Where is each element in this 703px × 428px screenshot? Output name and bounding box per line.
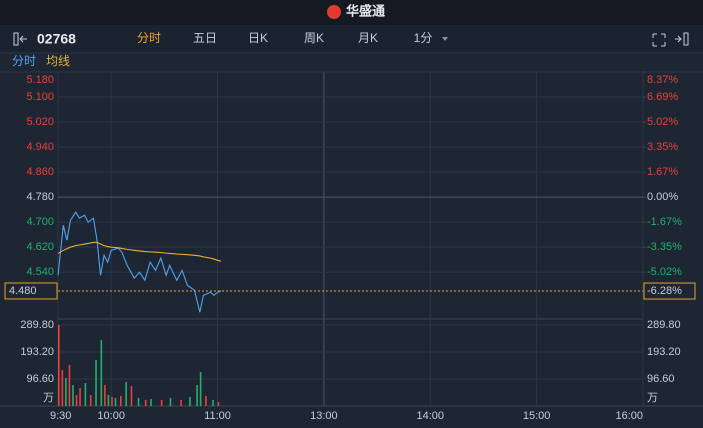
y-tick-label: 289.80 xyxy=(20,319,54,331)
y2-tick-label: 6.69% xyxy=(647,91,678,103)
y2-tick-label: 8.37% xyxy=(647,74,678,86)
tab[interactable]: 分时 xyxy=(137,31,161,45)
y2-tick-label: 3.35% xyxy=(647,141,678,153)
y2-tick-label: 96.60 xyxy=(647,373,675,385)
last-change-label: -6.28% xyxy=(647,285,682,297)
tab[interactable]: 日K xyxy=(248,31,268,45)
volume-bar xyxy=(58,325,60,406)
volume-bar xyxy=(75,394,78,406)
y2-tick-label: 1.67% xyxy=(647,166,678,178)
exit-icon[interactable] xyxy=(675,35,682,43)
volume-bar xyxy=(79,388,81,406)
y-tick-label: 4.540 xyxy=(26,266,54,278)
volume-bar xyxy=(95,359,97,406)
unit-label: 万 xyxy=(647,392,658,404)
nav-icon[interactable] xyxy=(13,32,19,46)
fullscreen-icon[interactable] xyxy=(652,33,666,47)
volume-bar xyxy=(114,398,117,406)
x-tick-label: 10:00 xyxy=(97,410,125,422)
x-tick-label: 9:30 xyxy=(50,410,71,422)
volume-bar xyxy=(72,385,74,406)
x-tick-label: 16:00 xyxy=(615,410,643,422)
y-tick-label: 5.020 xyxy=(26,116,54,128)
y2-tick-label: -5.02% xyxy=(647,266,682,278)
dropdown-arrow[interactable] xyxy=(442,37,448,41)
nav-arrow[interactable] xyxy=(19,35,27,43)
volume-bar xyxy=(104,385,106,406)
volume-bar xyxy=(180,399,182,406)
volume-bar xyxy=(150,399,152,406)
volume-bar xyxy=(169,398,172,406)
legend-avg: 均线 xyxy=(46,54,70,68)
x-tick-label: 11:00 xyxy=(204,410,231,422)
unit-label: 万 xyxy=(43,392,54,404)
y-tick-label: 4.700 xyxy=(26,216,54,228)
symbol: 02768 xyxy=(37,31,76,47)
x-tick-label: 13:00 xyxy=(310,410,338,422)
y-tick-label: 4.780 xyxy=(26,191,54,203)
volume-bar xyxy=(199,372,202,406)
toolbar xyxy=(0,25,703,53)
last-change-box xyxy=(643,282,696,300)
y2-tick-label: 0.00% xyxy=(647,191,678,203)
y-tick-label: 96.60 xyxy=(26,373,54,385)
y-tick-label: 4.620 xyxy=(26,241,54,253)
x-tick-label: 14:00 xyxy=(417,410,445,422)
y2-tick-label: 289.80 xyxy=(647,319,681,331)
y-tick-label: 4.940 xyxy=(26,141,54,153)
volume-bar xyxy=(125,381,127,406)
volume-bar xyxy=(61,370,64,406)
volume-bar xyxy=(144,399,147,406)
y-tick-label: 5.100 xyxy=(26,91,54,103)
volume-bar xyxy=(68,364,71,406)
y2-tick-label: 193.20 xyxy=(647,346,681,358)
volume-bar xyxy=(107,394,110,406)
volume-bar xyxy=(212,399,214,406)
logo-text: 华盛通 xyxy=(346,3,385,18)
volume-bar xyxy=(84,382,87,406)
tab[interactable]: 月K xyxy=(358,31,378,45)
volume-bar xyxy=(196,385,198,406)
logo-icon xyxy=(327,5,341,19)
volume-bar xyxy=(111,397,113,406)
volume-bar xyxy=(160,399,163,406)
volume-bar xyxy=(65,377,67,406)
y2-tick-label: -1.67% xyxy=(647,216,682,228)
volume-bar xyxy=(130,385,133,406)
tab[interactable]: 周K xyxy=(304,31,324,45)
volume-bar xyxy=(205,395,207,406)
volume-bar xyxy=(137,398,140,406)
y-tick-label: 4.860 xyxy=(26,166,54,178)
tab[interactable]: 1分 xyxy=(414,31,433,45)
legend-line: 分时 xyxy=(12,54,36,68)
last-price-label: 4.480 xyxy=(9,285,37,297)
last-price-box xyxy=(4,282,58,300)
volume-bar xyxy=(189,397,191,406)
exit-icon-bar[interactable] xyxy=(683,32,689,46)
volume-bar xyxy=(120,395,122,406)
series-line xyxy=(57,211,222,313)
y-tick-label: 5.180 xyxy=(26,74,54,86)
y2-tick-label: 5.02% xyxy=(647,116,678,128)
volume-bar xyxy=(89,394,92,406)
tab[interactable]: 五日 xyxy=(193,31,217,45)
x-tick-label: 15:00 xyxy=(523,410,551,422)
y-tick-label: 193.20 xyxy=(20,346,54,358)
volume-bar xyxy=(100,340,103,406)
series-line xyxy=(57,241,222,262)
y2-tick-label: -3.35% xyxy=(647,241,682,253)
volume-bar xyxy=(217,402,220,406)
top-bar xyxy=(0,0,703,25)
